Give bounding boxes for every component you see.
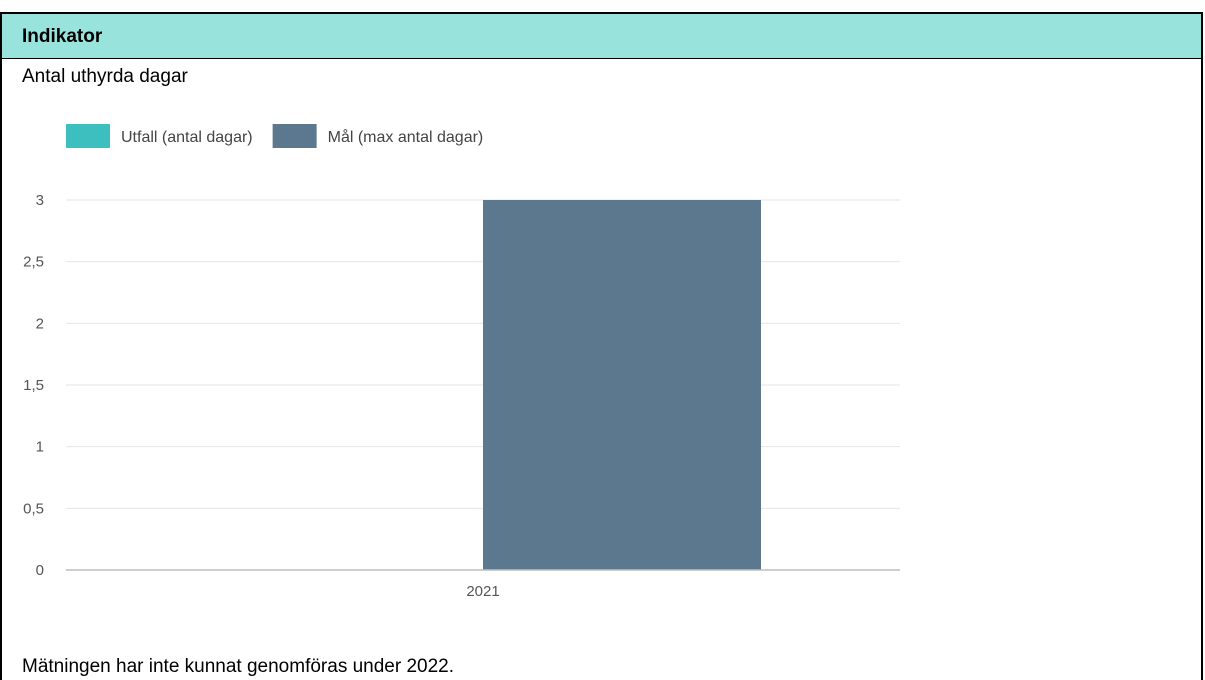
panel-header: Indikator [2, 14, 1201, 59]
y-tick-label-0: 0 [36, 562, 44, 579]
bar-1-0 [483, 200, 761, 570]
y-tick-label-3: 1,5 [23, 377, 44, 394]
y-tick-label-5: 2,5 [23, 254, 44, 271]
legend-swatch-1 [272, 124, 317, 148]
bar-chart: Utfall (antal dagar) Mål (max antal dagar… [23, 124, 900, 600]
y-tick-label-2: 1 [36, 439, 44, 456]
y-tick-label-6: 3 [36, 192, 44, 209]
legend-swatch-0 [66, 124, 110, 148]
legend-label-0: Utfall (antal dagar) [121, 129, 253, 146]
y-axis: 0 0,5 1 1,5 2 2,5 3 [23, 192, 44, 579]
y-tick-label-4: 2 [36, 315, 44, 332]
legend-label-1: Mål (max antal dagar) [328, 128, 484, 146]
indicator-panel: Indikator Antal uthyrda dagar Utfall (an… [0, 12, 1203, 680]
measurement-note: Mätningen har inte kunnat genomföras und… [22, 656, 455, 677]
y-tick-label-1: 0,5 [23, 500, 44, 517]
header-title: Indikator [22, 26, 103, 47]
chart-legend: Utfall (antal dagar) Mål (max antal dagar… [66, 124, 483, 148]
indicator-name: Antal uthyrda dagar [22, 66, 188, 87]
x-tick-label-0: 2021 [466, 583, 499, 600]
chart-bars [483, 200, 761, 570]
x-axis: 2021 [66, 569, 900, 600]
